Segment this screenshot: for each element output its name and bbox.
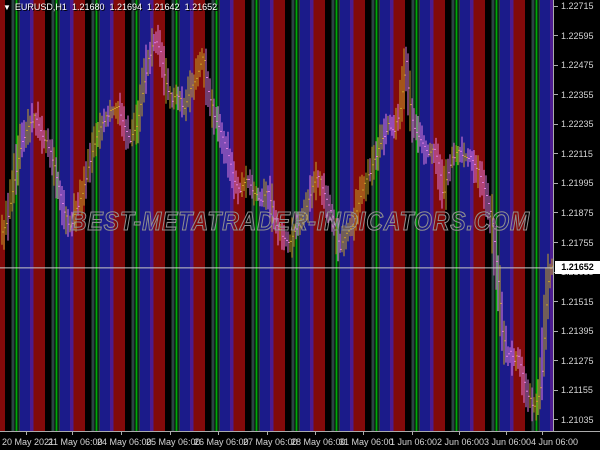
- time-tick: [121, 432, 122, 435]
- time-tick: [170, 432, 171, 435]
- time-tick: [267, 432, 268, 435]
- price-axis-label: 1.21155: [561, 385, 593, 396]
- time-axis-label: 27 May 06:00: [243, 437, 298, 447]
- price-bars: [1, 24, 553, 422]
- time-axis-label: 2 Jun 06:00: [437, 437, 485, 447]
- price-tick: [554, 64, 558, 66]
- price-axis-label: 1.22475: [561, 60, 594, 71]
- time-tick: [412, 432, 413, 435]
- time-tick: [542, 432, 543, 435]
- time-axis-label: 20 May 2021: [2, 437, 55, 447]
- time-axis[interactable]: 20 May 2021 21 May 06:00 24 May 06:00 25 Ma…: [0, 431, 600, 450]
- watermark-text: BEST-METATRADER-INDICATORS.COM: [70, 206, 530, 236]
- price-axis-label: 1.22115: [561, 148, 593, 159]
- time-axis-label: 25 May 06:00: [146, 437, 201, 447]
- price-tick: [554, 212, 558, 214]
- time-axis-label: 31 May 06:00: [339, 437, 394, 447]
- low-value: 1.21642: [147, 2, 180, 12]
- price-tick: [554, 360, 558, 362]
- price-axis-label: 1.21035: [561, 414, 594, 425]
- price-tick: [554, 123, 558, 125]
- time-axis-label: 4 Jun 06:00: [531, 437, 579, 447]
- time-axis-label: 21 May 06:00: [48, 437, 103, 447]
- price-axis-label: 1.22235: [561, 119, 594, 130]
- time-axis-label: 28 May 06:00: [291, 437, 346, 447]
- time-tick: [72, 432, 73, 435]
- time-axis-label: 24 May 06:00: [97, 437, 152, 447]
- time-tick: [26, 432, 27, 435]
- time-axis-label: 3 Jun 06:00: [484, 437, 532, 447]
- price-axis-label: 1.22355: [561, 89, 594, 100]
- price-tick: [554, 182, 558, 184]
- price-axis-label: 1.22595: [561, 30, 594, 41]
- time-tick: [363, 432, 364, 435]
- price-axis-label: 1.22715: [561, 1, 594, 11]
- current-price-box: 1.21652: [555, 261, 600, 275]
- price-tick: [554, 94, 558, 96]
- time-axis-label: 1 Jun 06:00: [390, 437, 438, 447]
- high-value: 1.21694: [109, 2, 143, 12]
- time-tick: [459, 432, 460, 435]
- price-tick: [554, 5, 558, 7]
- price-tick: [554, 330, 558, 332]
- price-tick: [554, 389, 558, 391]
- chart-canvas[interactable]: BEST-METATRADER-INDICATORS.COM: [0, 0, 553, 431]
- time-tick: [315, 432, 316, 435]
- price-axis[interactable]: 1.22715 1.22595 1.22475 1.22355 1.22235 1.221…: [553, 0, 600, 431]
- ohlc-header: ▼ EURUSD,H1 1.21680 1.21694 1.21642 1.21652: [3, 2, 222, 12]
- price-axis-label: 1.21755: [561, 237, 594, 248]
- price-tick: [554, 301, 558, 303]
- symbol-dropdown-icon[interactable]: ▼: [3, 3, 11, 12]
- symbol-label: EURUSD,H1: [14, 2, 67, 12]
- close-value: 1.21652: [184, 2, 218, 12]
- open-value: 1.21680: [71, 2, 105, 12]
- price-tick: [554, 419, 558, 421]
- price-axis-label: 1.21995: [561, 178, 594, 189]
- price-tick: [554, 242, 558, 244]
- price-axis-label: 1.21275: [561, 355, 594, 366]
- price-tick: [554, 153, 558, 155]
- price-axis-label: 1.21515: [561, 296, 594, 307]
- price-tick: [554, 35, 558, 37]
- price-axis-label: 1.21395: [561, 326, 594, 337]
- time-tick: [218, 432, 219, 435]
- price-axis-label: 1.21875: [561, 207, 594, 218]
- time-tick: [506, 432, 507, 435]
- time-axis-label: 26 May 06:00: [194, 437, 249, 447]
